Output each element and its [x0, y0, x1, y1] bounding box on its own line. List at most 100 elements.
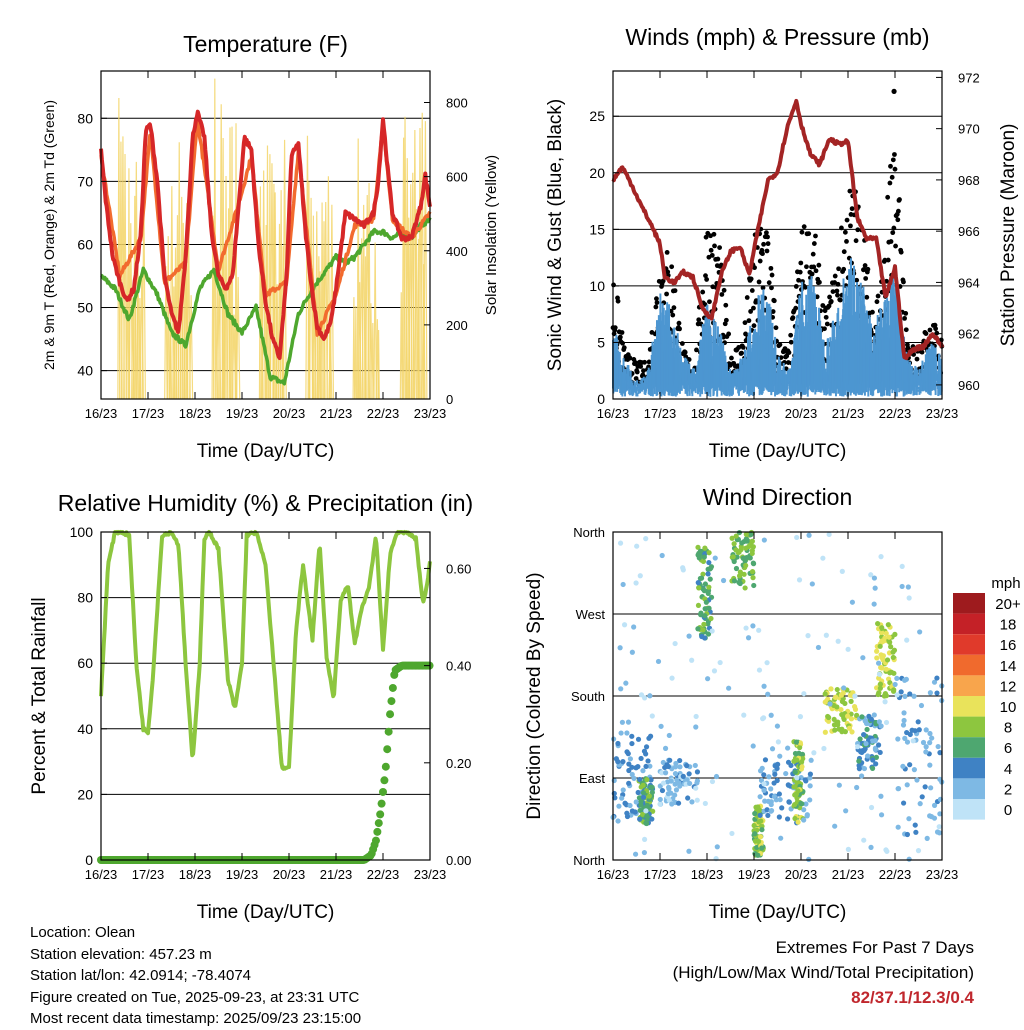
- wind-direction-point: [778, 835, 784, 841]
- wind-direction-point: [937, 776, 943, 782]
- wind-direction-point: [733, 533, 739, 539]
- gust-point: [679, 341, 685, 346]
- x-tick-label: 16/23: [597, 867, 630, 882]
- gust-point: [746, 318, 752, 324]
- wind-direction-point: [706, 550, 712, 556]
- wind-direction-point: [859, 714, 865, 720]
- wind-direction-point: [912, 822, 918, 828]
- gust-point: [756, 279, 762, 285]
- gust-point: [764, 230, 769, 236]
- gust-point: [793, 305, 799, 311]
- wind-direction-point: [902, 693, 908, 699]
- wind-direction-point: [854, 712, 860, 718]
- wind-direction-point: [904, 739, 911, 745]
- wind-direction-point: [838, 692, 844, 698]
- y2-tick-label: 400: [446, 244, 468, 259]
- solar-insolation-spike: [309, 197, 314, 400]
- gust-point: [788, 332, 794, 338]
- wind-direction-point: [702, 613, 708, 619]
- wind-direction-point: [785, 759, 792, 765]
- wind-direction-point: [771, 793, 778, 800]
- wind-direction-point: [762, 798, 768, 804]
- y2-tick-label: 962: [958, 327, 980, 342]
- wind-direction-point: [922, 784, 928, 790]
- wind-direction-point: [758, 818, 764, 824]
- wind-direction-point: [822, 729, 828, 735]
- wind-direction-point: [665, 791, 671, 797]
- wind-direction-point: [823, 632, 829, 638]
- wind-direction-point: [667, 757, 673, 763]
- wind-direction-point: [649, 816, 655, 822]
- wind-direction-point: [784, 816, 791, 822]
- y-tick-label: East: [579, 771, 605, 786]
- wind-direction-point: [935, 743, 941, 750]
- solar-insolation-spike: [373, 242, 377, 400]
- wind-direction-point: [876, 719, 882, 725]
- wind-direction-point: [743, 531, 749, 537]
- wind-direction-point: [821, 745, 827, 752]
- wind-direction-point: [852, 693, 858, 699]
- gust-point: [898, 249, 904, 255]
- wind-direction-point: [907, 762, 913, 768]
- wind-direction-point: [843, 808, 849, 814]
- wind-direction-point: [759, 845, 765, 851]
- wind-direction-point: [904, 782, 910, 788]
- wind-direction-point: [785, 745, 791, 751]
- wind-direction-point: [698, 575, 705, 581]
- solar-insolation-spike: [371, 323, 375, 400]
- gust-point: [802, 284, 808, 290]
- wind-direction-point: [695, 544, 701, 550]
- wind-direction-point: [845, 646, 851, 652]
- gust-point: [790, 315, 796, 321]
- wind-direction-point: [643, 763, 649, 770]
- gust-point: [888, 163, 893, 169]
- wind-direction-point: [647, 763, 653, 769]
- wind-direction-point: [768, 801, 774, 808]
- wind-direction-point: [807, 771, 813, 777]
- gust-point: [726, 331, 732, 337]
- gust-point: [834, 288, 840, 294]
- wind-direction-point: [672, 770, 679, 777]
- wind-direction-point: [803, 801, 809, 807]
- wind-direction-point: [633, 580, 639, 586]
- wind-direction-point: [759, 827, 765, 833]
- wind-direction-point: [663, 770, 669, 776]
- x-tick-label: 23/23: [926, 867, 959, 882]
- wind-direction-point: [629, 771, 635, 778]
- y2-tick-label: 200: [446, 318, 468, 333]
- wind-direction-point: [643, 536, 649, 542]
- wind-direction-point: [761, 683, 767, 689]
- x-tick-label: 21/23: [320, 867, 353, 882]
- x-tick-label: 17/23: [644, 406, 677, 421]
- gust-point: [853, 238, 859, 244]
- x-tick-label: 19/23: [738, 867, 771, 882]
- wind-direction-point: [826, 531, 832, 538]
- wind-direction-point: [924, 835, 930, 841]
- wind-direction-point: [757, 834, 764, 840]
- wind-direction-point: [936, 830, 943, 836]
- gust-point: [902, 315, 907, 321]
- y-tick-label: 5: [597, 334, 605, 350]
- gust-point: [811, 264, 817, 270]
- y-tick-label: 60: [77, 655, 93, 671]
- wind-direction-point: [822, 691, 828, 697]
- wind-direction-point: [714, 844, 720, 850]
- wind-direction-point: [795, 819, 801, 825]
- gust-point: [841, 249, 847, 255]
- wind-direction-point: [629, 733, 635, 739]
- wind-direction-point: [695, 602, 702, 609]
- gust-point: [813, 268, 819, 274]
- wind-direction-point: [649, 789, 655, 796]
- wind-direction-point: [839, 568, 845, 574]
- legend-swatch: [953, 613, 985, 635]
- wind-direction-point: [680, 567, 686, 573]
- gust-point: [760, 251, 765, 257]
- station-pressure-line: [611, 98, 944, 361]
- wind-direction-point: [633, 799, 639, 805]
- precipitation-point: [388, 683, 397, 692]
- wind-direction-point: [786, 799, 792, 805]
- solar-insolation-spike: [224, 176, 228, 400]
- wind-direction-point: [611, 736, 617, 742]
- wind-direction-point: [705, 571, 711, 577]
